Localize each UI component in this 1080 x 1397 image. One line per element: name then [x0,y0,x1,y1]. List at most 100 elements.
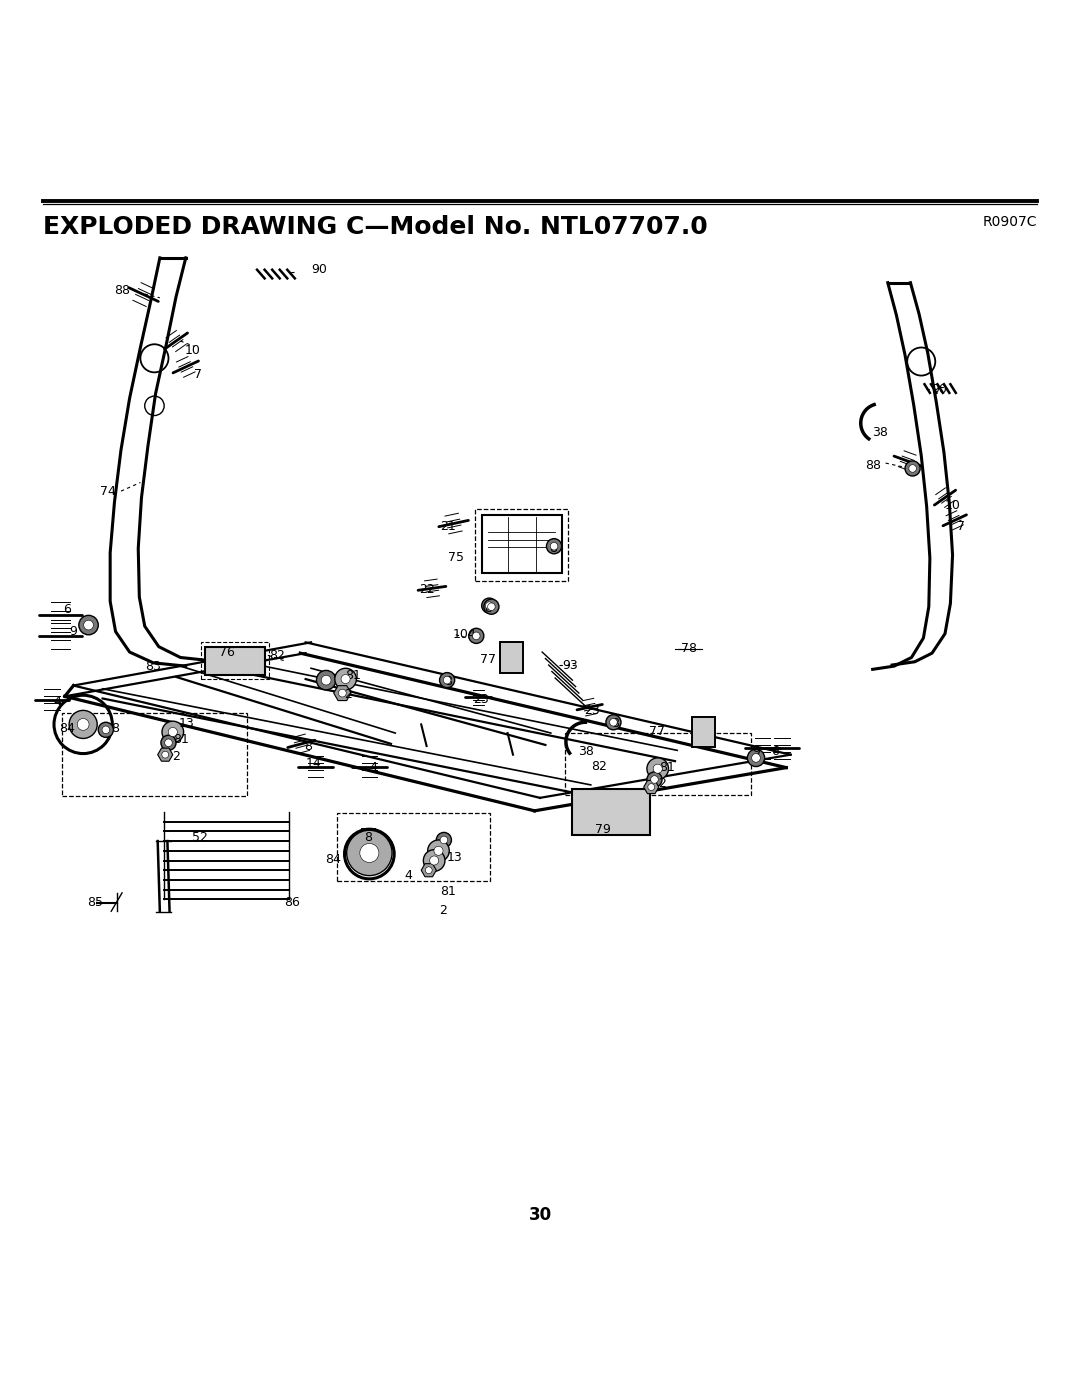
Circle shape [647,773,662,787]
Circle shape [423,849,445,872]
Text: 104: 104 [453,629,476,641]
Circle shape [434,847,443,855]
Text: 8: 8 [364,831,373,844]
Text: 7: 7 [193,367,202,381]
Circle shape [322,675,330,685]
Bar [482,515,562,573]
Text: 13: 13 [447,851,462,863]
Circle shape [341,675,350,683]
Text: 88: 88 [865,458,880,472]
Text: 88: 88 [114,284,130,296]
Text: 83: 83 [146,659,161,672]
Circle shape [79,615,98,634]
Circle shape [436,833,451,848]
Text: 74: 74 [100,485,116,497]
Text: 4: 4 [404,869,413,882]
Circle shape [69,711,97,739]
Circle shape [551,542,557,550]
Text: 52: 52 [192,831,207,844]
Circle shape [473,631,480,640]
Circle shape [486,602,492,609]
Circle shape [316,671,336,690]
Text: 23: 23 [584,704,599,717]
Bar [205,647,265,675]
Text: 84: 84 [59,722,75,735]
Text: 90: 90 [312,263,327,277]
Text: 6: 6 [63,604,71,616]
Bar [577,793,646,831]
Text: 8: 8 [484,602,492,615]
Polygon shape [334,686,351,700]
Text: 84: 84 [325,854,340,866]
Text: 4: 4 [53,696,62,708]
Circle shape [428,840,449,862]
Bar [565,733,751,795]
Circle shape [164,739,173,746]
Circle shape [347,830,392,876]
Circle shape [469,629,484,644]
Text: 13: 13 [179,717,194,729]
Text: 79: 79 [595,823,610,835]
Text: EXPLODED DRAWING C—Model No. NTL07707.0: EXPLODED DRAWING C—Model No. NTL07707.0 [43,215,708,239]
Text: 8: 8 [549,542,557,555]
Circle shape [546,539,562,553]
Bar [500,643,523,672]
Circle shape [78,718,89,731]
Circle shape [84,620,94,630]
Text: 21: 21 [441,520,456,534]
Bar [572,789,650,834]
Polygon shape [158,749,173,761]
Polygon shape [644,781,659,793]
Circle shape [102,726,110,733]
Circle shape [484,599,499,615]
Circle shape [609,718,617,726]
Text: 8: 8 [444,675,453,687]
Circle shape [335,668,356,690]
Text: 2: 2 [343,687,352,701]
Text: 9: 9 [69,624,78,638]
Circle shape [648,784,654,791]
Bar [692,717,715,747]
Text: R0907C: R0907C [983,215,1037,229]
Text: 93: 93 [563,658,578,672]
Text: 6: 6 [771,745,780,759]
Circle shape [653,764,662,773]
Text: 77: 77 [649,725,664,739]
Circle shape [430,856,438,865]
Text: 82: 82 [592,760,607,773]
Circle shape [98,722,113,738]
Text: 2: 2 [172,750,180,763]
Text: 81: 81 [441,886,456,898]
Bar [201,643,269,679]
Circle shape [168,728,177,736]
Text: 9: 9 [752,745,760,759]
Text: 38: 38 [579,745,594,759]
Circle shape [909,465,916,472]
Circle shape [162,721,184,743]
Circle shape [482,598,497,613]
Text: 78: 78 [681,643,697,655]
Text: 77: 77 [481,654,496,666]
Text: 22: 22 [419,583,434,597]
Circle shape [752,753,760,763]
Text: 90: 90 [932,383,947,397]
Text: 86: 86 [284,895,299,909]
Text: 75: 75 [448,550,463,563]
Circle shape [905,461,920,476]
Circle shape [161,735,176,750]
Circle shape [162,752,168,759]
Text: 23: 23 [473,693,488,705]
Text: 81: 81 [660,761,675,774]
Text: 85: 85 [87,895,103,909]
Text: 2: 2 [438,904,447,916]
Polygon shape [421,863,436,877]
Text: 10: 10 [185,344,200,358]
Circle shape [360,844,379,862]
Circle shape [444,676,451,685]
Text: 81: 81 [346,669,361,682]
Circle shape [650,775,659,784]
Text: 7: 7 [957,520,966,534]
Text: 8: 8 [303,739,312,753]
Bar [475,510,568,581]
Text: 10: 10 [945,499,960,511]
